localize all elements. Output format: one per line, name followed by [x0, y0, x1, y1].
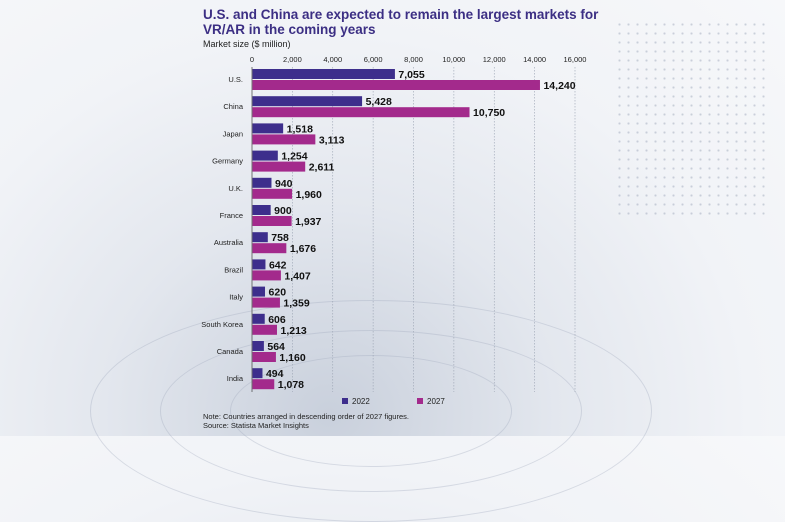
chart-footnote: Note: Countries arranged in descending o… — [203, 412, 409, 430]
data-label-2022: 1,518 — [287, 123, 313, 135]
x-tick-label: 10,000 — [442, 55, 465, 64]
legend-swatch-2022 — [342, 398, 348, 404]
bar-2027 — [252, 134, 316, 145]
bar-2022 — [252, 259, 266, 270]
category-label: Canada — [217, 347, 244, 356]
legend-label-2027: 2027 — [427, 397, 445, 406]
data-label-2022: 5,428 — [366, 96, 392, 108]
x-tick-label: 2,000 — [283, 55, 302, 64]
chart-subtitle: Market size ($ million) — [203, 39, 291, 49]
data-label-2022: 564 — [267, 341, 285, 353]
data-label-2022: 758 — [271, 232, 289, 244]
bar-2022 — [252, 150, 278, 161]
x-tick-label: 16,000 — [564, 55, 587, 64]
data-label-2022: 1,254 — [281, 151, 307, 163]
data-label-2027: 1,407 — [284, 270, 310, 282]
note-text: Note: Countries arranged in descending o… — [203, 412, 409, 421]
bar-2027 — [252, 270, 281, 281]
data-label-2027: 1,359 — [283, 298, 309, 310]
bar-2022 — [252, 232, 268, 243]
legend-label-2022: 2022 — [352, 397, 370, 406]
category-label: U.K. — [228, 184, 243, 193]
bar-2022 — [252, 123, 284, 134]
bar-2027 — [252, 107, 470, 118]
category-label: India — [227, 374, 244, 383]
data-label-2022: 494 — [266, 368, 284, 380]
source-text: Source: Statista Market Insights — [203, 421, 309, 430]
bar-2022 — [252, 313, 265, 324]
data-label-2027: 1,160 — [279, 352, 305, 364]
category-label: Italy — [229, 293, 243, 302]
data-label-2022: 620 — [269, 287, 287, 299]
bar-2027 — [252, 379, 275, 390]
bar-2022 — [252, 177, 272, 188]
bar-2027 — [252, 161, 306, 172]
bar-2027 — [252, 216, 292, 226]
bar-2022 — [252, 341, 264, 351]
category-label: U.S. — [228, 75, 243, 84]
category-label: Japan — [223, 129, 243, 138]
data-label-2022: 7,055 — [398, 69, 424, 81]
category-label: Australia — [214, 238, 244, 247]
x-tick-label: 12,000 — [483, 55, 506, 64]
bar-2022 — [252, 368, 263, 379]
data-label-2027: 3,113 — [319, 134, 345, 146]
x-tick-label: 0 — [250, 55, 254, 64]
data-label-2027: 1,937 — [295, 216, 321, 228]
data-label-2027: 1,078 — [278, 379, 304, 391]
bar-2027 — [252, 80, 540, 90]
data-label-2027: 2,611 — [309, 162, 335, 174]
bar-2022 — [252, 96, 363, 107]
chart-title: U.S. and China are expected to remain th… — [203, 7, 599, 37]
x-tick-label: 14,000 — [523, 55, 546, 64]
x-tick-label: 4,000 — [323, 55, 342, 64]
data-label-2027: 10,750 — [473, 107, 505, 119]
bar-2027 — [252, 324, 277, 335]
category-label: Germany — [212, 157, 243, 166]
bar-chart: 0 2,000 4,000 6,000 8,000 10,000 12,000 14,000 1… — [201, 55, 587, 406]
x-tick-label: 8,000 — [404, 55, 423, 64]
bar-2027 — [252, 297, 280, 308]
data-label-2027: 14,240 — [543, 80, 575, 92]
data-label-2022: 940 — [275, 178, 293, 190]
data-label-2022: 642 — [269, 259, 287, 271]
data-label-2022: 606 — [268, 314, 286, 326]
legend-swatch-2027 — [417, 398, 423, 404]
bar-2022 — [252, 69, 395, 79]
bar-2027 — [252, 188, 293, 199]
bar-2022 — [252, 286, 266, 297]
x-tick-label: 6,000 — [364, 55, 383, 64]
bar-2027 — [252, 352, 276, 362]
bar-2027 — [252, 243, 287, 254]
data-label-2027: 1,676 — [290, 243, 316, 255]
bar-2022 — [252, 205, 271, 215]
category-label: China — [223, 102, 243, 111]
data-label-2022: 900 — [274, 205, 292, 217]
category-label: Brazil — [224, 265, 243, 274]
data-label-2027: 1,960 — [296, 189, 322, 201]
category-label: France — [220, 211, 243, 220]
data-label-2027: 1,213 — [280, 325, 306, 337]
background-dot-pattern — [615, 20, 765, 220]
category-label: South Korea — [201, 320, 244, 329]
